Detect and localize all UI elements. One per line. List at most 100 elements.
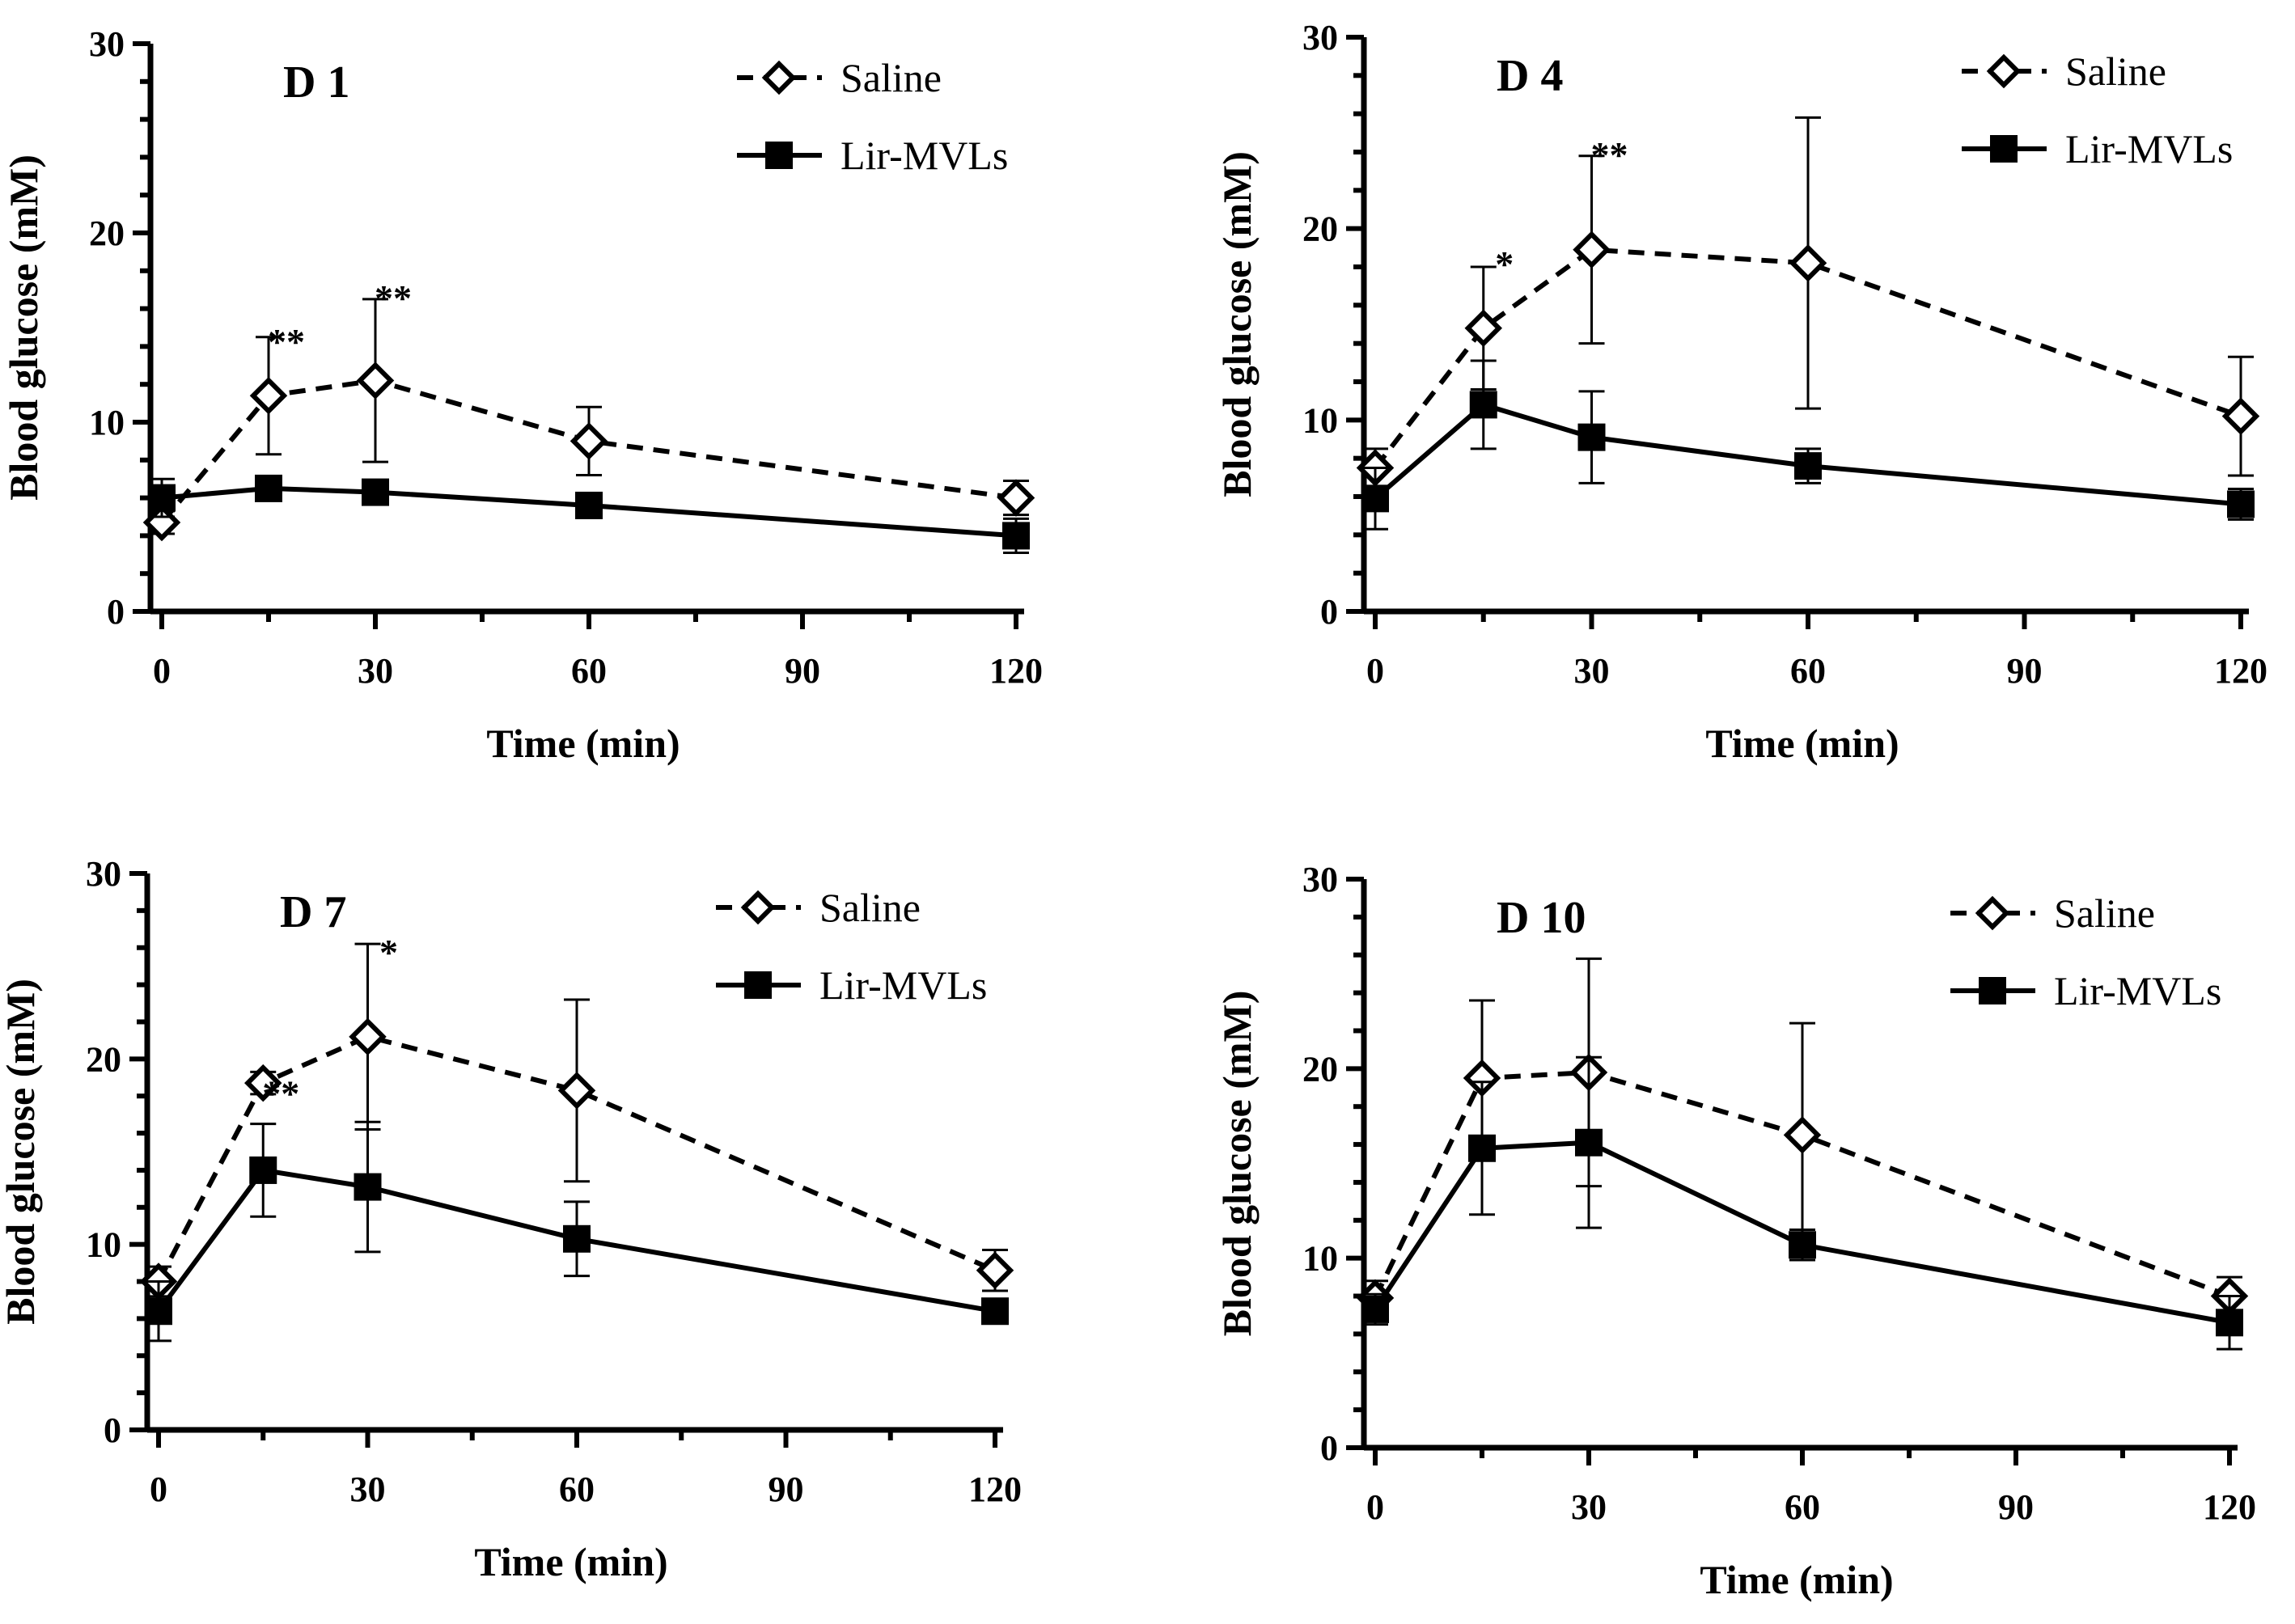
x-tick-label: 30 [1574,651,1610,691]
y-tick-label: 20 [1302,209,1338,249]
y-tick-label: 10 [1302,1239,1338,1279]
data-point-square [1361,1295,1389,1323]
significance-marker: * [379,932,398,973]
x-tick-label: 90 [785,651,820,691]
panel-title: D 1 [283,57,349,108]
data-point-diamond [997,479,1035,517]
y-tick-label: 0 [1320,1428,1338,1468]
panel-title: D 7 [280,887,346,937]
data-point-diamond [1573,230,1611,269]
legend-item-saline: Saline [1962,49,2166,94]
series-saline [139,942,1014,1300]
data-point-square [563,1224,591,1253]
data-point-square [1575,1128,1603,1157]
x-tick-label: 60 [559,1470,595,1509]
legend-label: Lir-MVLs [819,962,987,1008]
data-point-diamond [244,1064,282,1102]
x-axis-title: Time (min) [474,1539,667,1584]
x-axis-title: Time (min) [486,721,680,766]
x-tick-label: 0 [150,1470,167,1509]
data-point-diamond [976,1251,1014,1290]
data-point-diamond [1783,1116,1822,1154]
data-point-diamond [249,376,288,415]
data-point-square [2216,1309,2243,1337]
legend-label: Saline [841,55,942,100]
legend-marker-diamond [761,60,797,95]
data-point-square [145,1297,172,1326]
x-tick-label: 60 [1785,1487,1820,1527]
data-point-square [1789,1231,1816,1259]
x-tick-label: 120 [2214,651,2267,691]
x-tick-label: 0 [1366,1487,1384,1527]
x-axis-title: Time (min) [1705,721,1899,766]
legend-label: Saline [2054,890,2155,936]
x-tick-label: 30 [1571,1487,1607,1527]
data-point-square [1002,522,1030,550]
chart-panel-4: 0 10 20 30 0 30 60 90 120 Time (min) Blood glucose… [1214,860,2256,1602]
data-point-square [1469,391,1497,419]
y-axis-title: Blood glucose (mM) [0,979,43,1325]
legend-label: Saline [819,885,921,930]
data-point-diamond [349,1017,387,1056]
data-point-square [354,1173,382,1201]
y-tick-label: 10 [89,403,125,442]
data-point-diamond [2221,397,2260,435]
data-point-square [575,491,603,519]
y-tick-label: 0 [1320,592,1338,632]
panel-title: D 10 [1497,893,1586,943]
series-saline [142,298,1035,542]
y-axis-title: Blood glucose (mM) [1214,151,1260,497]
series-lir-mvls [145,1120,1009,1343]
data-point-diamond [1464,309,1502,347]
x-tick-label: 120 [968,1470,1022,1509]
legend-item-lir-mvls: Lir-MVLs [737,133,1008,178]
legend-item-saline: Saline [1950,890,2155,936]
series-lir-mvls [1361,359,2255,531]
data-point-square [1361,484,1389,513]
significance-marker: ** [375,277,412,319]
legend-item-saline: Saline [716,885,921,930]
data-point-diamond [570,422,608,460]
legend-item-lir-mvls: Lir-MVLs [716,962,987,1008]
series-lir-mvls [148,474,1030,554]
x-tick-label: 120 [2203,1487,2256,1527]
panel-title: D 4 [1497,51,1563,101]
x-tick-label: 30 [350,1470,386,1509]
legend-label: Lir-MVLs [841,133,1008,178]
significance-marker: ** [1591,134,1628,176]
chart-panel-1: 0 10 20 30 0 30 60 90 120 Time (min) Blood glucose… [1,24,1043,766]
significance-marker: ** [262,1072,299,1114]
x-axis-title: Time (min) [1700,1557,1893,1602]
x-tick-label: 30 [358,651,393,691]
x-tick-label: 90 [769,1470,804,1509]
y-tick-label: 30 [1302,860,1338,899]
data-point-square [2227,490,2255,518]
chart-panel-3: 0 10 20 30 0 30 60 90 120 Time (min) Blood glucose… [0,854,1022,1584]
data-point-square [1468,1134,1496,1162]
legend-marker-square [744,971,772,999]
y-axis-title: Blood glucose (mM) [1,154,46,501]
data-point-diamond [356,362,395,400]
x-tick-label: 120 [989,651,1043,691]
chart-panel-2: 0 10 20 30 0 30 60 90 120 Time (min) Blood glucose… [1214,18,2267,766]
legend-marker-square [1979,977,2006,1004]
y-tick-label: 20 [89,214,125,253]
y-tick-label: 0 [104,1410,121,1450]
data-point-square [148,484,176,512]
series-saline [1356,116,2260,488]
legend-marker-square [1990,135,2018,163]
significance-marker: ** [268,321,305,362]
data-point-diamond [557,1072,596,1110]
data-point-square [249,1156,277,1184]
y-tick-label: 10 [86,1225,121,1265]
legend-label: Saline [2065,49,2166,94]
data-point-square [1577,423,1606,451]
legend-item-lir-mvls: Lir-MVLs [1962,126,2233,171]
data-point-square [1794,452,1822,480]
y-tick-label: 20 [1302,1049,1338,1089]
y-axis-title: Blood glucose (mM) [1214,991,1260,1337]
series-line [1373,247,2242,470]
y-tick-label: 0 [107,592,125,632]
significance-marker: * [1495,243,1514,285]
